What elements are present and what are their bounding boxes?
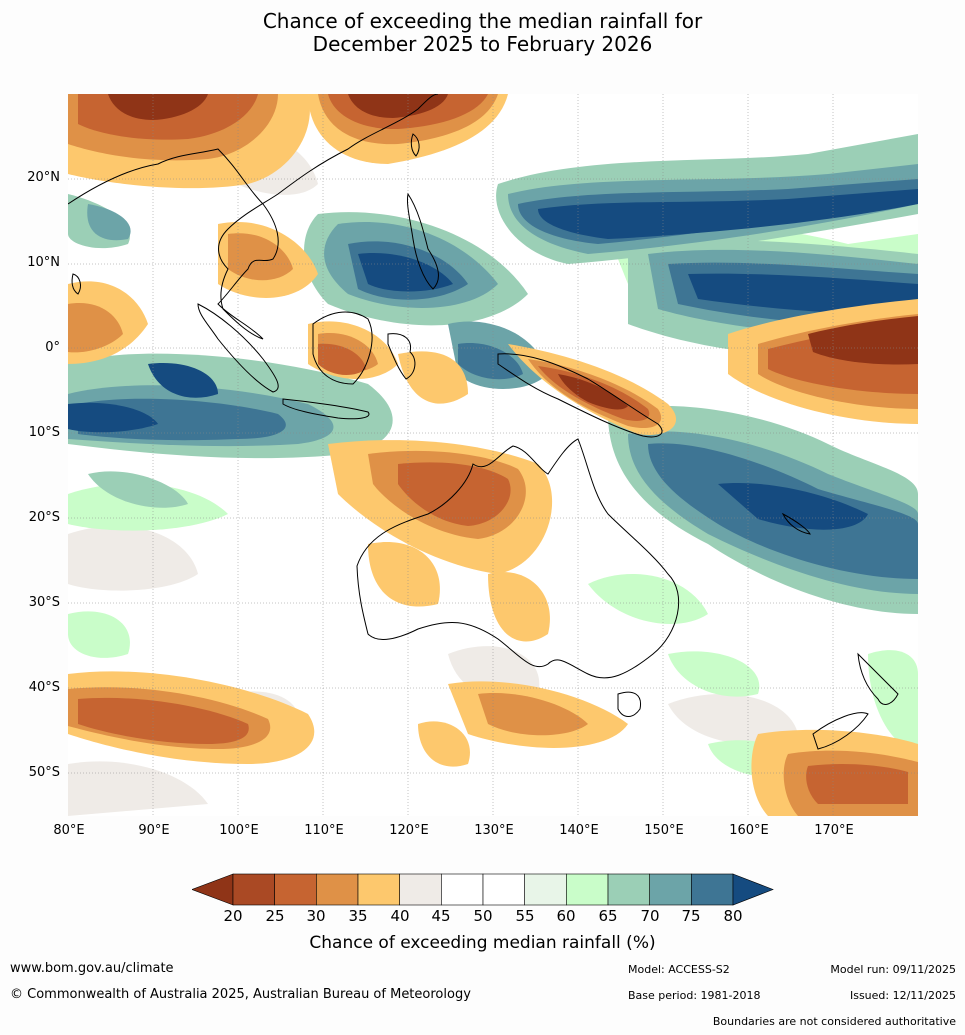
- lon-label-110e: 110°E: [304, 823, 344, 838]
- rainfall-map: [68, 94, 918, 816]
- sri-lanka-coastline: [71, 273, 81, 295]
- tasmania-coastline: [617, 691, 642, 717]
- lat-label-50s: 50°S: [28, 765, 60, 780]
- graticule: [68, 94, 918, 816]
- colorbar-tick-70: 70: [640, 907, 660, 925]
- colorbar-tick-25: 25: [265, 907, 285, 925]
- colorbar: [192, 873, 774, 906]
- colorbar-tick-80: 80: [723, 907, 743, 925]
- lon-label-140e: 140°E: [559, 823, 599, 838]
- lat-label-10s: 10°S: [28, 425, 60, 440]
- map-title: Chance of exceeding the median rainfall …: [0, 10, 965, 56]
- boundaries-disclaimer: Boundaries are not considered authoritat…: [712, 1015, 956, 1028]
- colorbar-tick-30: 30: [306, 907, 326, 925]
- map-svg: [68, 94, 918, 816]
- colorbar-label: Chance of exceeding median rainfall (%): [309, 933, 656, 953]
- issued-text: Issued: 12/11/2025: [849, 989, 956, 1002]
- colorbar-cell: [566, 873, 609, 906]
- lon-label-130e: 130°E: [474, 823, 514, 838]
- website-link[interactable]: www.bom.gov.au/climate: [10, 961, 174, 976]
- colorbar-tick-75: 75: [681, 907, 701, 925]
- lon-label-150e: 150°E: [644, 823, 684, 838]
- taiwan-coastline: [410, 133, 420, 157]
- colorbar-cell: [607, 873, 650, 906]
- lon-label-160e: 160°E: [729, 823, 769, 838]
- coastlines: [68, 94, 899, 750]
- lat-label-20s: 20°S: [28, 510, 60, 525]
- new-guinea-coastline: [497, 353, 663, 438]
- lat-label-20n: 20°N: [27, 170, 60, 185]
- title-line-1: Chance of exceeding the median rainfall …: [262, 9, 703, 33]
- lat-label-0: 0°: [45, 340, 60, 355]
- lon-label-80e: 80°E: [53, 823, 85, 838]
- colorbar-low-extension: [192, 873, 234, 906]
- colorbar-cell: [441, 873, 484, 906]
- colorbar-cell: [524, 873, 567, 906]
- colorbar-tick-65: 65: [598, 907, 618, 925]
- new-caledonia-coastline: [781, 512, 811, 535]
- model-text: Model: ACCESS-S2: [628, 963, 730, 976]
- colorbar-tick-40: 40: [390, 907, 410, 925]
- colorbar-tick-50: 50: [473, 907, 493, 925]
- base-period-text: Base period: 1981-2018: [628, 989, 761, 1002]
- colorbar-cell: [316, 873, 359, 906]
- new-zealand-coastline: [812, 652, 899, 750]
- australia-coastline: [356, 438, 680, 679]
- colorbar-tick-45: 45: [431, 907, 451, 925]
- colorbar-cell: [232, 873, 275, 906]
- colorbar-cell: [691, 873, 734, 906]
- borneo-coastline: [312, 311, 373, 385]
- lat-label-10n: 10°N: [27, 255, 60, 270]
- lon-label-170e: 170°E: [814, 823, 854, 838]
- mainland-asia-coastline: [68, 94, 439, 340]
- lon-label-100e: 100°E: [219, 823, 259, 838]
- sulawesi-coastline: [387, 333, 416, 380]
- lat-label-40s: 40°S: [28, 680, 60, 695]
- very-dry-regions: [108, 94, 918, 410]
- colorbar-cell: [357, 873, 400, 906]
- colorbar-cell: [649, 873, 692, 906]
- colorbar-cell: [482, 873, 525, 906]
- lon-label-120e: 120°E: [389, 823, 429, 838]
- lat-label-30s: 30°S: [28, 595, 60, 610]
- colorbar-cells: [232, 873, 734, 906]
- colorbar-tick-55: 55: [515, 907, 535, 925]
- title-line-2: December 2025 to February 2026: [312, 32, 653, 56]
- copyright-text: © Commonwealth of Australia 2025, Austra…: [10, 987, 471, 1002]
- colorbar-tick-20: 20: [223, 907, 243, 925]
- colorbar-tick-35: 35: [348, 907, 368, 925]
- java-coastline: [282, 398, 370, 420]
- colorbar-high-extension: [732, 873, 774, 906]
- model-run-text: Model run: 09/11/2025: [830, 963, 956, 976]
- sumatra-coastline: [197, 303, 279, 393]
- colorbar-tick-60: 60: [556, 907, 576, 925]
- lon-label-90e: 90°E: [138, 823, 170, 838]
- colorbar-cell: [274, 873, 317, 906]
- colorbar-cell: [399, 873, 442, 906]
- philippines-coastline: [407, 192, 439, 290]
